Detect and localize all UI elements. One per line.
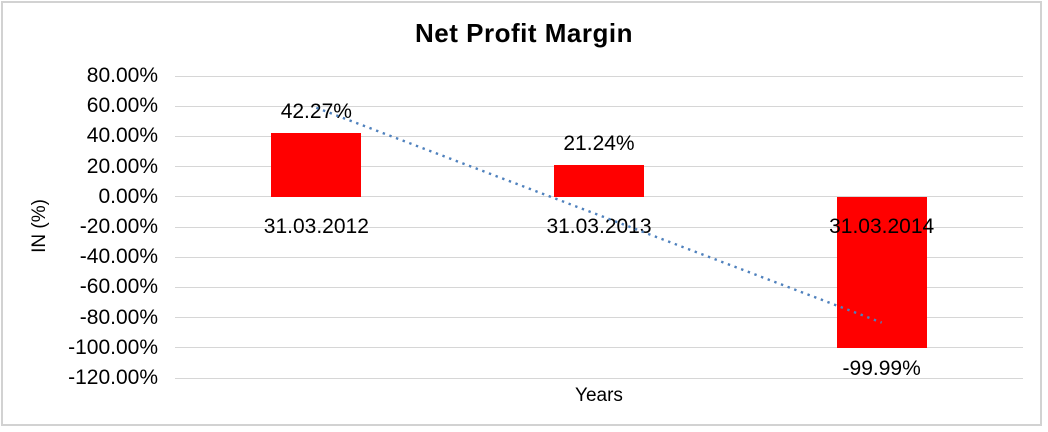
x-axis-category-label: 31.03.2012 — [263, 215, 369, 238]
bar — [554, 164, 644, 197]
gridline — [175, 347, 1023, 349]
y-axis-tick-label: 0.00% — [98, 184, 158, 208]
bar-data-label: 42.27% — [280, 99, 352, 123]
x-axis-category-label: 31.03.2013 — [546, 215, 652, 238]
x-axis-title: Years — [575, 385, 623, 406]
y-axis-tick-label: 80.00% — [86, 64, 158, 87]
chart-title: Net Profit Margin — [415, 18, 633, 48]
x-axis-category-label: 31.03.2014 — [829, 215, 935, 238]
y-axis-tick-label: -100.00% — [68, 335, 158, 359]
y-axis-tick-label: 20.00% — [86, 154, 158, 178]
y-axis-tick-label: -60.00% — [79, 275, 158, 299]
gridline — [175, 105, 1023, 107]
y-axis-tick-label: 40.00% — [86, 124, 158, 148]
y-axis-title: IN (%) — [29, 199, 50, 253]
gridline — [175, 75, 1023, 77]
y-axis-tick-label: -80.00% — [79, 305, 158, 329]
y-axis-tick-label: -120.00% — [68, 366, 158, 389]
y-axis-tick-label: -20.00% — [79, 215, 158, 238]
y-axis-tick-label: 60.00% — [86, 94, 158, 118]
gridline — [175, 377, 1023, 379]
bar — [271, 132, 362, 197]
bar-data-label: 21.24% — [563, 131, 635, 155]
bar-data-label: -99.99% — [842, 356, 921, 380]
y-axis-tick-label: -40.00% — [79, 245, 158, 269]
